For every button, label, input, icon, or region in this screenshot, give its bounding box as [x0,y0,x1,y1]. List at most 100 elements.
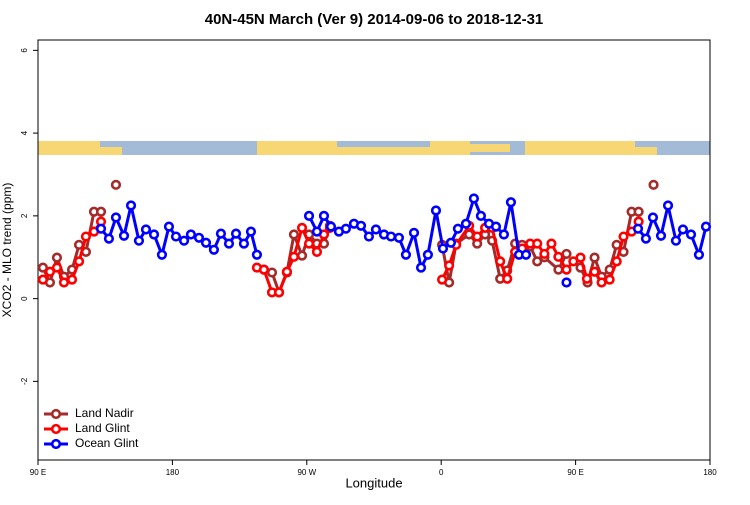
point [655,230,667,241]
point [472,231,483,242]
y-tick-label: -2 [20,377,29,385]
point [589,266,600,277]
x-tick-label: 0 [439,468,444,477]
y-tick-label: 0 [20,296,29,301]
point [163,221,175,232]
y-tick-label: 2 [20,213,29,218]
point [245,226,257,237]
point [604,274,615,285]
point [596,277,607,288]
point [110,212,122,223]
point [37,274,49,285]
point [66,274,78,285]
legend-label: Land Nadir [75,406,134,420]
point [400,249,412,260]
chart-title: 40N-45N March (Ver 9) 2014-09-06 to 2018… [205,11,544,28]
land-band [635,147,657,155]
legend-marker [50,423,62,435]
point [223,238,235,249]
point [677,224,689,235]
point [340,223,352,234]
land-band [525,141,635,155]
point [685,229,697,240]
point [422,249,434,260]
plot-frame [37,39,711,461]
point [273,287,285,298]
x-tick-label: 180 [703,468,717,477]
x-tick-label: 90 W [297,468,316,477]
point [238,238,250,249]
point [296,250,308,261]
point [553,251,564,262]
point [393,232,405,243]
point [266,267,278,278]
legend-marker [50,438,62,450]
point [640,233,652,244]
point [80,231,92,242]
point [693,249,705,260]
point [355,220,367,231]
point [437,243,449,254]
point [156,249,168,260]
y-axis-label: XCO2 - MLO trend (ppm) [0,183,14,318]
land-band [337,147,430,155]
point [532,238,543,249]
point [95,206,107,217]
y-tick-label: 4 [20,130,29,135]
point [502,273,513,284]
point [444,260,455,271]
x-axis-label: Longitude [345,475,402,490]
point [561,277,572,288]
point [170,231,182,242]
point [325,221,337,232]
point [408,227,420,238]
point [445,237,457,248]
point [303,238,315,249]
point [632,223,644,234]
point [125,200,137,211]
point [575,252,586,263]
land-band [430,141,470,155]
land-band [100,147,122,155]
point [51,262,63,273]
point [303,210,315,221]
point [95,223,107,234]
point [103,233,115,244]
point [633,206,644,217]
land-band [470,144,510,152]
point [452,223,464,234]
point [498,229,510,240]
x-tick-label: 90 E [567,468,583,477]
point [468,193,480,204]
x-tick-label: 90 E [30,468,46,477]
legend-label: Ocean Glint [75,436,139,450]
point [178,235,190,246]
point [561,248,572,260]
point [133,235,145,246]
point [318,210,330,221]
point [700,221,712,232]
point [193,232,205,243]
point [258,264,270,275]
point [648,179,659,190]
point [185,229,197,240]
point [460,218,472,229]
point [561,264,572,275]
point [490,221,502,232]
point [436,274,448,285]
point [215,228,227,239]
point [208,244,220,255]
point [311,246,323,257]
point [618,231,629,242]
point [58,277,70,288]
legend-marker [50,408,62,420]
point [611,256,622,267]
point [553,264,564,275]
point [415,262,427,273]
point [148,229,160,240]
y-tick-label: 6 [20,48,29,53]
point [44,266,56,277]
point [647,212,659,223]
